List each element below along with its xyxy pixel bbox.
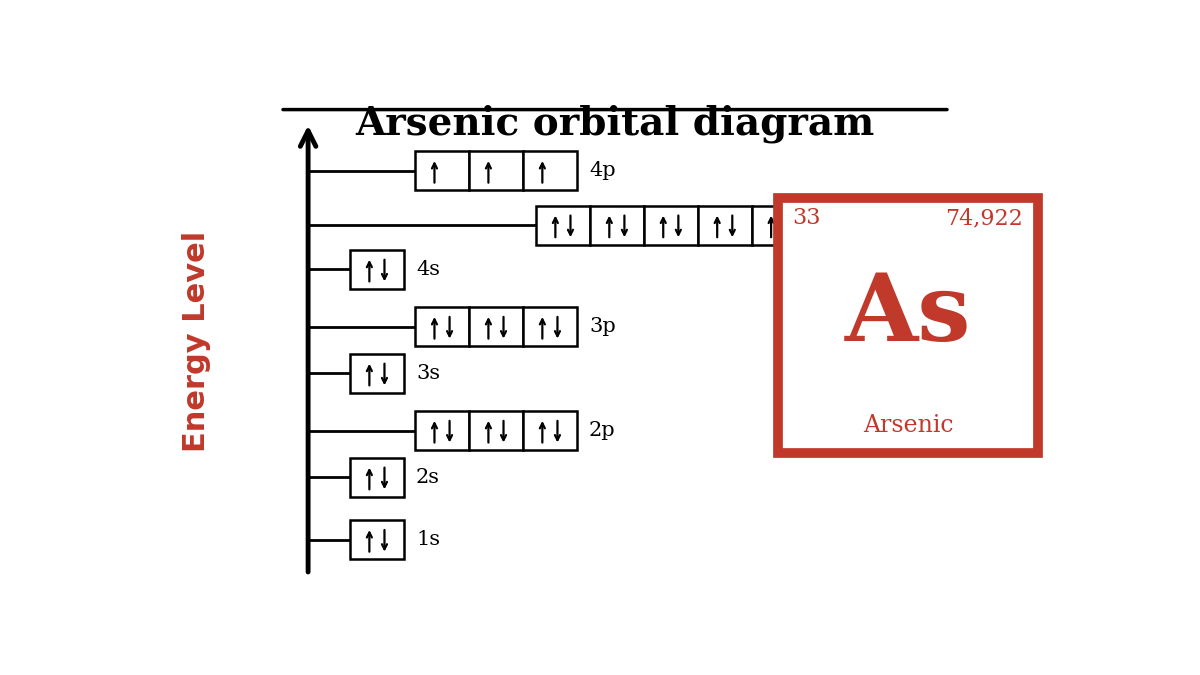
- Bar: [590, 206, 644, 245]
- Bar: [751, 206, 805, 245]
- Text: 4s: 4s: [416, 260, 440, 279]
- Text: 3p: 3p: [589, 317, 616, 336]
- Bar: [469, 411, 523, 450]
- Bar: [350, 354, 404, 393]
- Text: As: As: [845, 270, 971, 360]
- Text: 2s: 2s: [416, 468, 440, 487]
- Bar: [536, 206, 590, 245]
- Bar: [415, 307, 469, 346]
- Text: 33: 33: [793, 207, 821, 230]
- Text: 3d: 3d: [817, 216, 845, 235]
- Bar: [523, 151, 577, 190]
- Text: 74,922: 74,922: [946, 207, 1024, 230]
- Bar: [469, 307, 523, 346]
- Text: 2p: 2p: [589, 421, 616, 440]
- Bar: [523, 411, 577, 450]
- Bar: [644, 206, 697, 245]
- Bar: [415, 151, 469, 190]
- Text: Arsenic: Arsenic: [863, 414, 953, 437]
- Bar: [350, 458, 404, 497]
- Bar: [697, 206, 751, 245]
- Bar: [778, 198, 1038, 453]
- Bar: [469, 151, 523, 190]
- Text: 3s: 3s: [416, 364, 440, 383]
- Bar: [350, 520, 404, 559]
- Text: Energy Level: Energy Level: [182, 230, 211, 452]
- Bar: [415, 411, 469, 450]
- Text: 1s: 1s: [416, 530, 440, 549]
- Bar: [350, 250, 404, 289]
- Bar: [523, 307, 577, 346]
- Text: Arsenic orbital diagram: Arsenic orbital diagram: [355, 105, 875, 143]
- Text: 4p: 4p: [589, 161, 616, 180]
